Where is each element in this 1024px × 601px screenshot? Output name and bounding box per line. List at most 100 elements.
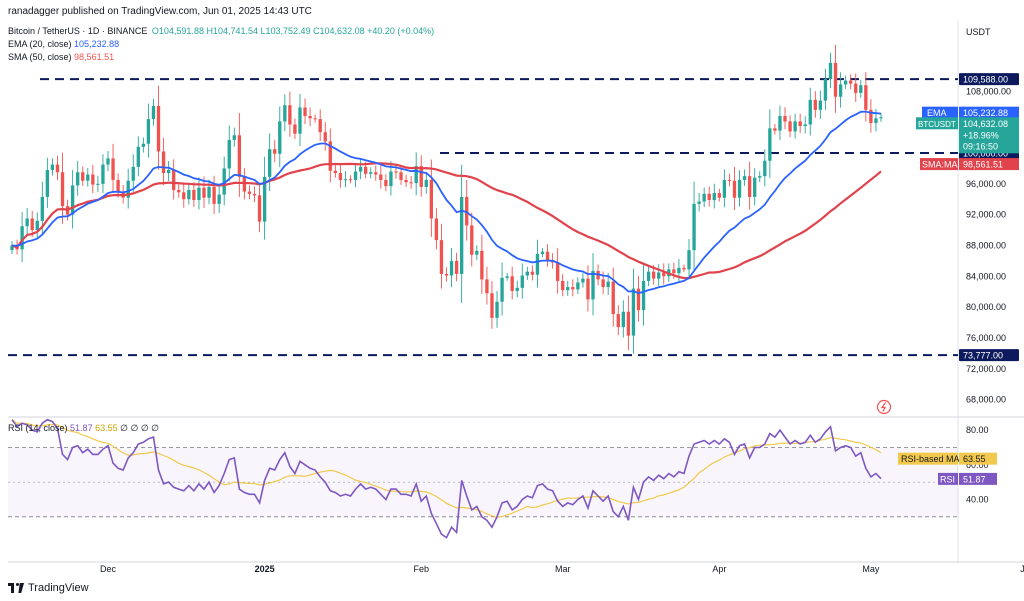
- candle-body: [151, 105, 156, 120]
- candle-body: [358, 166, 363, 172]
- rsi-tag-label: RSI: [940, 474, 955, 484]
- candle-body: [833, 62, 838, 97]
- candle-body: [111, 158, 115, 180]
- candle-body: [394, 171, 398, 173]
- candle-body: [70, 185, 75, 215]
- candle-body: [525, 271, 530, 276]
- candle-body: [616, 314, 620, 328]
- rsi-tick-label: 80.00: [966, 425, 989, 435]
- candle-body: [333, 170, 338, 174]
- candle-body: [662, 272, 666, 277]
- rsi-ma-legend-value: 63.55: [95, 423, 118, 433]
- candle-body: [177, 189, 181, 193]
- candle-body: [222, 168, 226, 195]
- candle-body: [192, 189, 196, 201]
- candle-body: [172, 169, 176, 190]
- level-tag-73777-bg: [959, 349, 1019, 362]
- candle-body: [252, 193, 257, 196]
- price-tick-label: 68,000.00: [966, 395, 1006, 405]
- tradingview-logo[interactable]: TradingView: [8, 582, 89, 594]
- candle-body: [490, 293, 494, 318]
- time-tick-label: Mar: [555, 564, 571, 574]
- level-tag-109588-text: 109,588.00: [963, 75, 1008, 85]
- candle-body: [712, 193, 716, 201]
- candle-body: [621, 311, 625, 328]
- price-tick-label: 108,000.00: [966, 86, 1011, 96]
- level-tag-73777-text: 73,777.00: [963, 351, 1003, 361]
- candle-body: [419, 166, 423, 187]
- candle-body: [874, 118, 878, 123]
- candle-body: [439, 240, 444, 274]
- candle-body: [126, 180, 130, 198]
- candle-body: [854, 83, 858, 93]
- candle-body: [45, 169, 50, 197]
- candle-body: [808, 99, 812, 125]
- candle-body: [30, 218, 34, 231]
- candle-body: [530, 271, 535, 275]
- price-tick-label: 84,000.00: [966, 271, 1006, 281]
- candle-body: [389, 171, 393, 187]
- price-tick-label: 80,000.00: [966, 302, 1006, 312]
- rsi-tick-label: 40.00: [966, 494, 989, 504]
- candle-body: [323, 132, 327, 142]
- rsi-pane: [8, 447, 958, 518]
- price-tags: 109,588.00 100,000.00 73,777.00 EMA 105,232.…: [898, 73, 1019, 485]
- level-tag-100000-text: 100,000.00: [963, 149, 1008, 159]
- candle-body: [823, 79, 828, 101]
- btc-tag-label: BTCUSDT: [918, 120, 956, 129]
- candle-body: [606, 281, 610, 288]
- time-tick-label: May: [862, 564, 880, 574]
- rsi-ma-value-tag-bg: [959, 452, 997, 465]
- price-tick-label: 96,000.00: [966, 179, 1006, 189]
- candle-body: [859, 85, 863, 93]
- candle-body: [273, 149, 277, 154]
- level-tag-109588: 109,588.00: [959, 73, 1019, 86]
- candle-body: [849, 80, 853, 84]
- price-tick-label: 72,000.00: [966, 364, 1006, 374]
- candle-body: [702, 193, 706, 202]
- candle-body: [409, 182, 413, 184]
- candle-body: [818, 100, 823, 110]
- candle-body: [485, 279, 489, 294]
- candle-body: [242, 176, 247, 192]
- candle-body: [257, 195, 262, 222]
- candle-body: [60, 172, 65, 207]
- price-tick-label: 76,000.00: [966, 333, 1006, 343]
- candle-body: [798, 121, 802, 127]
- candle-body: [399, 172, 403, 180]
- candle-body: [379, 174, 383, 180]
- level-tag-73777: 73,777.00: [959, 349, 1019, 362]
- candle-body: [283, 105, 287, 122]
- candle-body: [545, 251, 550, 261]
- candle-body: [742, 176, 747, 180]
- candle-body: [697, 201, 701, 204]
- candle-body: [838, 84, 843, 97]
- candle-body: [449, 260, 454, 276]
- candle-body: [555, 262, 560, 281]
- candle-body: [601, 279, 605, 288]
- time-tick-label: Feb: [413, 564, 429, 574]
- candle-body: [722, 179, 727, 198]
- candle-body: [202, 187, 206, 198]
- ema-tag-label: EMA: [927, 108, 947, 118]
- candle-body: [758, 176, 762, 178]
- candle-body: [510, 276, 514, 291]
- replay-icon[interactable]: [876, 399, 892, 415]
- price-tick-label: 88,000.00: [966, 240, 1006, 250]
- candle-body: [374, 172, 378, 175]
- ema-tag-label-bg: [922, 106, 958, 119]
- rsi-legend-label: RSI (14, close): [8, 423, 68, 433]
- candle-body: [682, 267, 686, 270]
- time-tick-label: Jun: [1020, 564, 1024, 574]
- candle-body: [278, 121, 282, 154]
- rsi-lines: [11, 418, 882, 539]
- ema-price-tag: 105,232.88: [963, 108, 1008, 118]
- candle-body: [707, 193, 711, 201]
- ohlc-values: O104,591.88 H104,741.54 L103,752.49 C104…: [151, 26, 435, 36]
- price-tick-label: 92,000.00: [966, 210, 1006, 220]
- btc-change-tag: +18.96%: [963, 130, 999, 140]
- candle-body: [247, 191, 252, 194]
- candle-body: [424, 179, 428, 187]
- candle-body: [217, 194, 221, 204]
